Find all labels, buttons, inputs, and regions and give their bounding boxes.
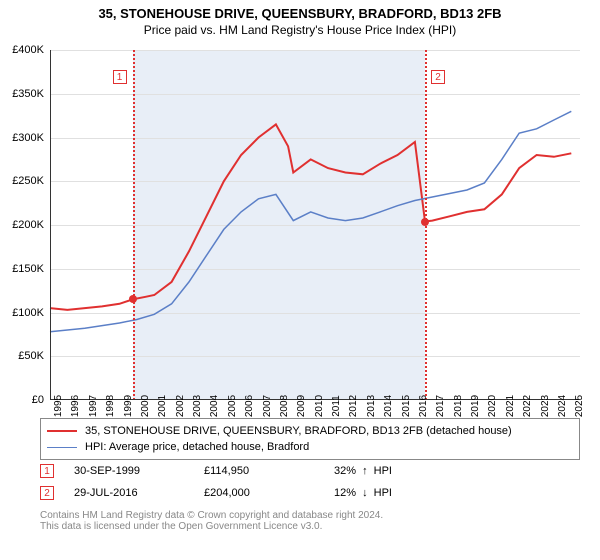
- x-tick-label: 2013: [366, 395, 377, 417]
- sale-date: 30-SEP-1999: [74, 465, 204, 477]
- legend-swatch: [47, 447, 77, 448]
- sale-pct: 32% ↑ HPI: [334, 465, 464, 477]
- x-tick-label: 2020: [487, 395, 498, 417]
- x-tick-label: 2022: [522, 395, 533, 417]
- legend-label: HPI: Average price, detached house, Brad…: [85, 441, 309, 453]
- y-tick-label: £400K: [12, 44, 44, 56]
- arrow-down-icon: ↓: [362, 487, 368, 499]
- sale-price: £204,000: [204, 487, 334, 499]
- arrow-up-icon: ↑: [362, 465, 368, 477]
- x-tick-label: 2007: [262, 395, 273, 417]
- sale-marker-icon: 2: [40, 486, 54, 500]
- x-tick-label: 2011: [331, 395, 342, 417]
- x-tick-label: 2003: [192, 395, 203, 417]
- y-tick-label: £300K: [12, 132, 44, 144]
- x-tick-label: 2006: [244, 395, 255, 417]
- x-tick-label: 2004: [209, 395, 220, 417]
- x-tick-label: 2025: [574, 395, 585, 417]
- x-tick-label: 2002: [175, 395, 186, 417]
- x-tick-label: 1999: [123, 395, 134, 417]
- sale-marker-icon: 1: [40, 464, 54, 478]
- x-tick-label: 1998: [105, 395, 116, 417]
- x-tick-label: 2017: [435, 395, 446, 417]
- sale-pct: 12% ↓ HPI: [334, 487, 464, 499]
- y-tick-label: £0: [32, 394, 44, 406]
- legend-swatch: [47, 430, 77, 432]
- x-tick-label: 2000: [140, 395, 151, 417]
- y-tick-label: £100K: [12, 307, 44, 319]
- footer-line: Contains HM Land Registry data © Crown c…: [40, 510, 580, 521]
- x-tick-label: 2021: [505, 395, 516, 417]
- y-tick-label: £150K: [12, 263, 44, 275]
- sale-row: 1 30-SEP-1999 £114,950 32% ↑ HPI: [40, 460, 580, 482]
- x-tick-label: 2023: [540, 395, 551, 417]
- legend-item-hpi: HPI: Average price, detached house, Brad…: [47, 439, 573, 455]
- x-tick-label: 2024: [557, 395, 568, 417]
- title-block: 35, STONEHOUSE DRIVE, QUEENSBURY, BRADFO…: [0, 0, 600, 37]
- legend-item-price-paid: 35, STONEHOUSE DRIVE, QUEENSBURY, BRADFO…: [47, 423, 573, 439]
- x-tick-label: 2016: [418, 395, 429, 417]
- chart-area: 12 £0£50K£100K£150K£200K£250K£300K£350K£…: [50, 50, 580, 400]
- plot-border: [50, 50, 580, 400]
- x-tick-label: 2001: [157, 395, 168, 417]
- legend: 35, STONEHOUSE DRIVE, QUEENSBURY, BRADFO…: [40, 418, 580, 460]
- sale-date: 29-JUL-2016: [74, 487, 204, 499]
- x-tick-label: 2018: [453, 395, 464, 417]
- chart-page: 35, STONEHOUSE DRIVE, QUEENSBURY, BRADFO…: [0, 0, 600, 560]
- x-tick-label: 2009: [296, 395, 307, 417]
- y-tick-label: £350K: [12, 88, 44, 100]
- x-tick-label: 2008: [279, 395, 290, 417]
- page-title: 35, STONEHOUSE DRIVE, QUEENSBURY, BRADFO…: [0, 6, 600, 21]
- x-tick-label: 2005: [227, 395, 238, 417]
- footer-line: This data is licensed under the Open Gov…: [40, 521, 580, 532]
- y-tick-label: £50K: [18, 350, 44, 362]
- x-tick-label: 2014: [383, 395, 394, 417]
- x-tick-label: 2019: [470, 395, 481, 417]
- y-tick-label: £250K: [12, 175, 44, 187]
- sale-price: £114,950: [204, 465, 334, 477]
- page-subtitle: Price paid vs. HM Land Registry's House …: [0, 23, 600, 37]
- x-tick-label: 1995: [53, 395, 64, 417]
- legend-label: 35, STONEHOUSE DRIVE, QUEENSBURY, BRADFO…: [85, 425, 512, 437]
- footer-attribution: Contains HM Land Registry data © Crown c…: [40, 510, 580, 532]
- sales-table: 1 30-SEP-1999 £114,950 32% ↑ HPI 2 29-JU…: [40, 460, 580, 504]
- x-tick-label: 1996: [70, 395, 81, 417]
- x-tick-label: 2012: [348, 395, 359, 417]
- x-tick-label: 2015: [401, 395, 412, 417]
- x-tick-label: 1997: [88, 395, 99, 417]
- sale-row: 2 29-JUL-2016 £204,000 12% ↓ HPI: [40, 482, 580, 504]
- x-tick-label: 2010: [314, 395, 325, 417]
- y-tick-label: £200K: [12, 219, 44, 231]
